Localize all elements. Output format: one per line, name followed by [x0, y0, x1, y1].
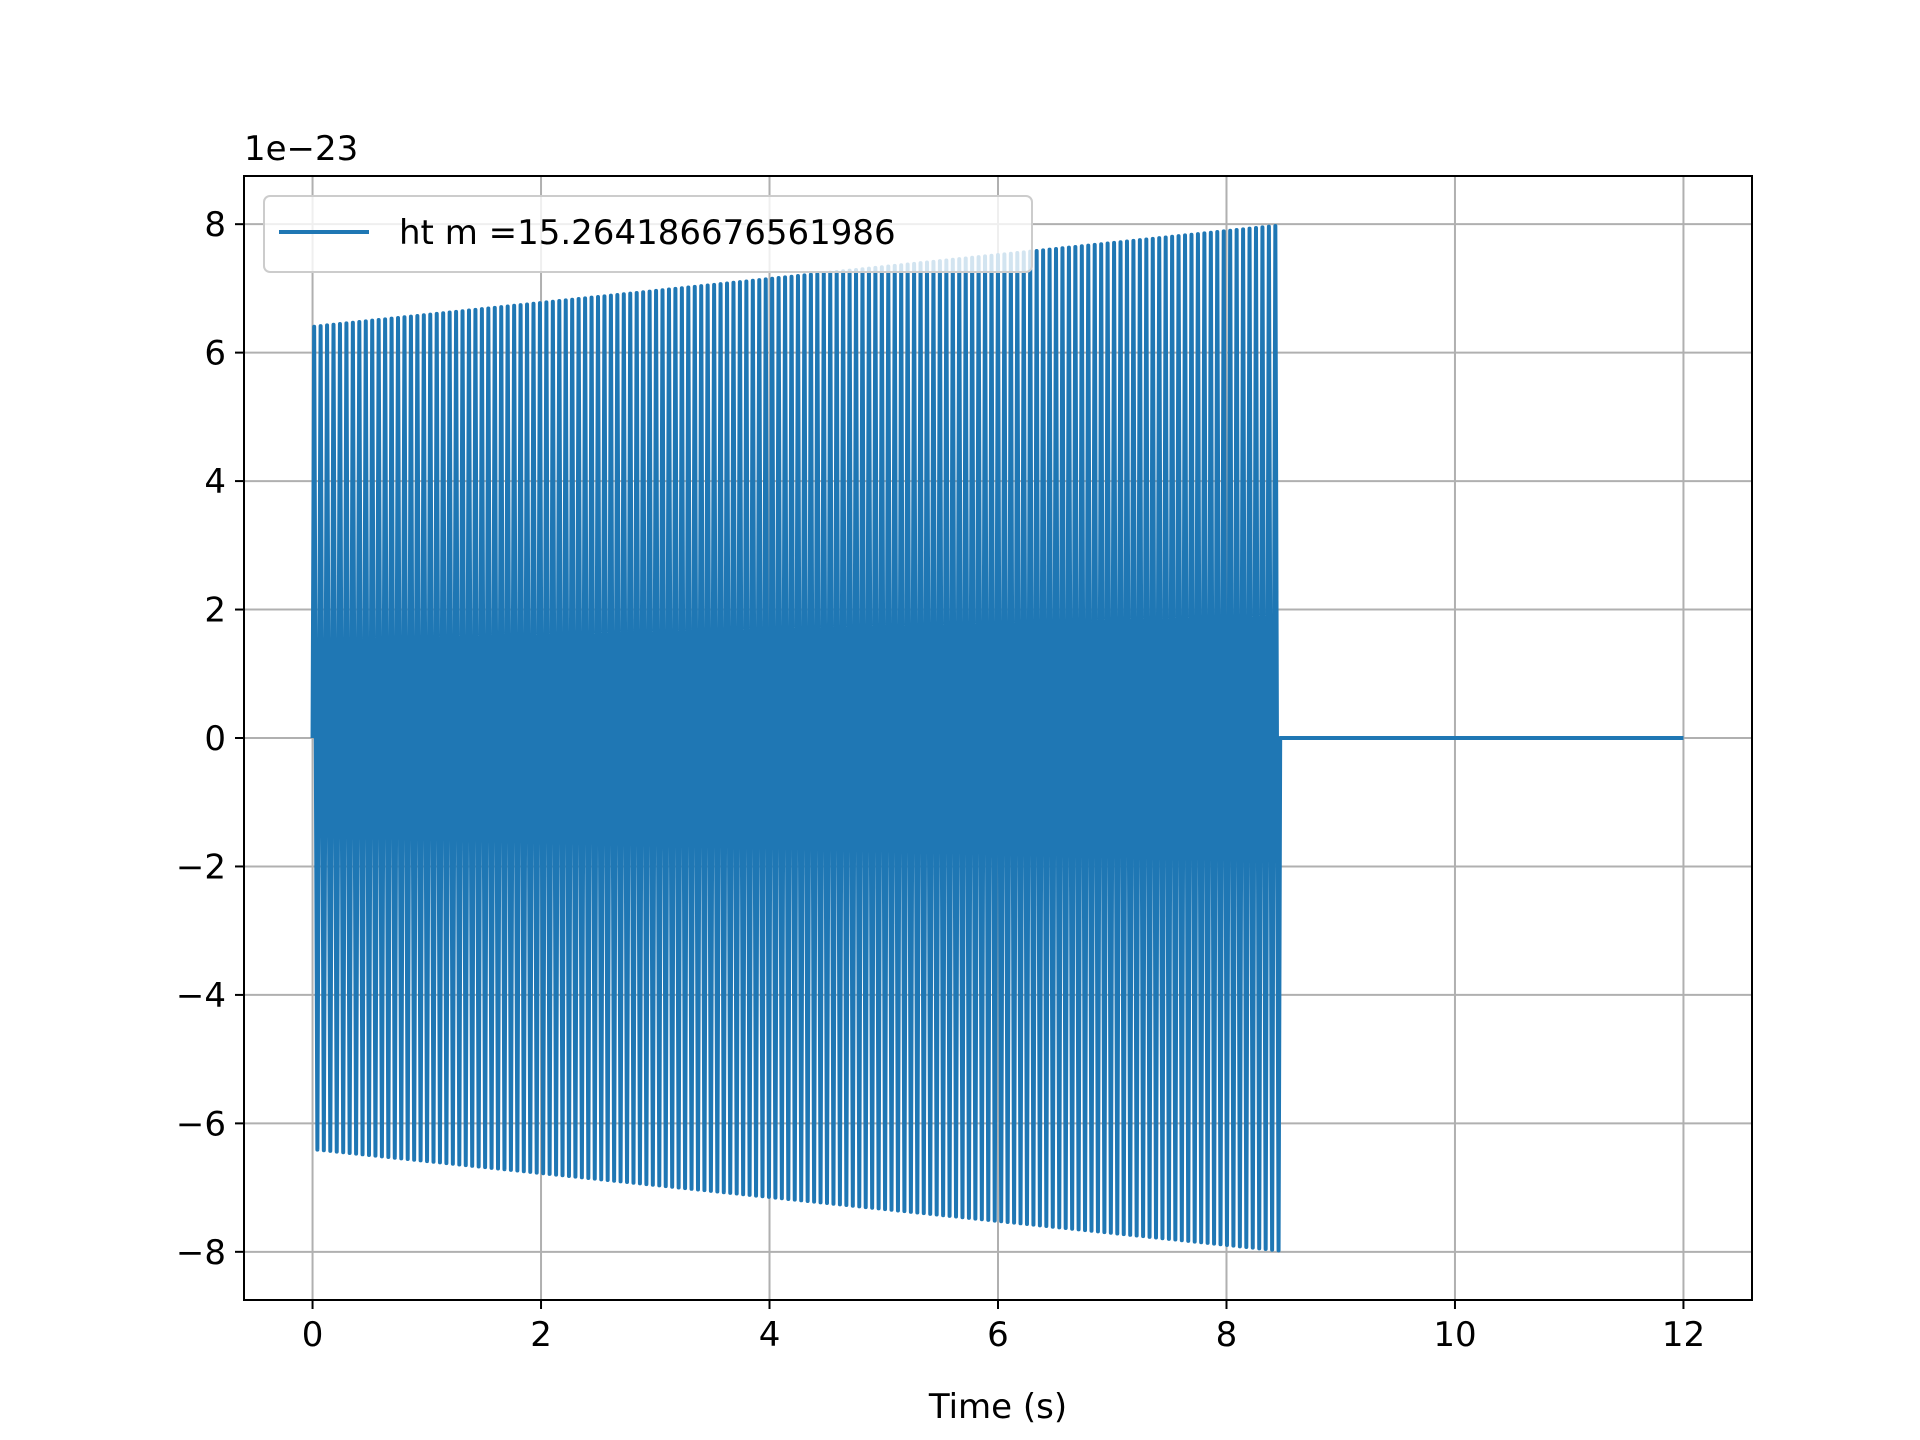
y-tick-label: 4 — [204, 462, 226, 502]
legend: ht m =15.264186676561986 — [263, 195, 1033, 273]
x-tick-label: 4 — [759, 1315, 781, 1355]
x-axis-label: Time (s) — [928, 1387, 1067, 1427]
x-tick-label: 0 — [302, 1315, 324, 1355]
x-tick-label: 2 — [530, 1315, 552, 1355]
y-tick-label: −8 — [176, 1233, 226, 1273]
y-tick-label: −4 — [176, 976, 226, 1016]
y-tick-label: 6 — [204, 334, 226, 374]
y-tick-label: 0 — [204, 719, 226, 759]
x-tick-label: 12 — [1662, 1315, 1705, 1355]
y-tick-label: 8 — [204, 205, 226, 245]
legend-box — [263, 195, 1033, 273]
x-tick-label: 6 — [987, 1315, 1009, 1355]
x-axis-ticks: 0 2 4 6 8 10 12 — [302, 1300, 1705, 1355]
y-tick-label: −2 — [176, 847, 226, 887]
legend-label: ht m =15.264186676561986 — [399, 213, 896, 253]
x-tick-label: 8 — [1216, 1315, 1238, 1355]
series-layer — [310, 223, 1684, 1253]
y-tick-label: 2 — [204, 591, 226, 631]
y-tick-label: −6 — [176, 1104, 226, 1144]
y-axis-ticks: −8 −6 −4 −2 0 2 4 6 8 — [176, 205, 244, 1273]
series-line — [310, 223, 1684, 1253]
x-tick-label: 10 — [1433, 1315, 1476, 1355]
y-offset-label: 1e−23 — [244, 129, 358, 169]
